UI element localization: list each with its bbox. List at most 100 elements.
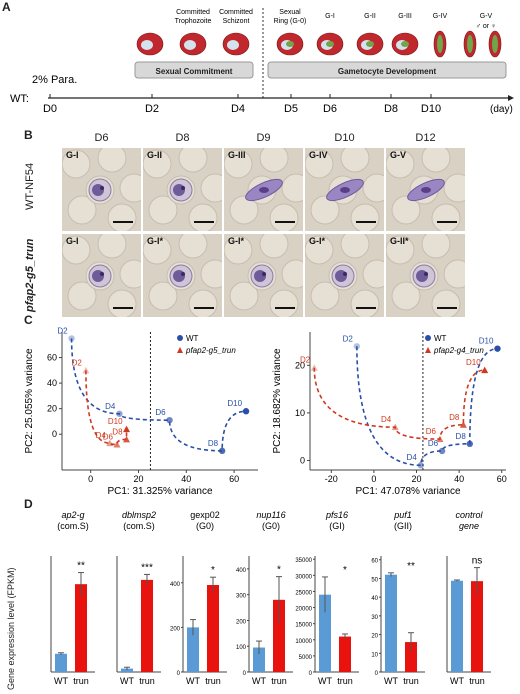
scale-bar — [356, 221, 376, 223]
point-label: D10 — [108, 417, 123, 426]
bar — [55, 653, 67, 672]
y-tick-label: 400 — [170, 582, 181, 588]
data-point — [116, 410, 123, 417]
erythrocyte-icon — [463, 30, 477, 58]
x-category-label: trun — [337, 676, 353, 686]
data-point — [123, 435, 131, 443]
stage-tag: G-I — [66, 150, 79, 160]
panel-a-timeline: Sexual Commitment Gametocyte Development… — [10, 8, 514, 115]
gene-name: gexp02 — [190, 510, 220, 520]
significance-label: * — [343, 565, 347, 576]
scale-bar — [275, 221, 295, 223]
point-label: D10 — [466, 358, 481, 367]
bar — [75, 584, 87, 672]
y-tick-label: 0 — [375, 671, 379, 677]
micrograph-tile: G-I* — [224, 234, 303, 317]
data-point — [481, 366, 489, 374]
x-category-label: trun — [469, 676, 485, 686]
y-tick-label: 20000 — [295, 607, 312, 613]
stage-label: G-III — [398, 13, 412, 20]
bar — [471, 581, 483, 672]
gene-stage: (G0) — [262, 521, 280, 531]
x-axis-label: PC1: 31.325% variance — [107, 486, 213, 497]
bar — [451, 580, 463, 672]
y-tick-label: 30000 — [295, 574, 312, 580]
scale-bar — [437, 221, 457, 223]
data-point — [494, 345, 501, 352]
day-tick-label: D5 — [284, 103, 298, 115]
bar — [121, 668, 133, 672]
gene-name: pfs16 — [325, 510, 348, 520]
x-category-label: trun — [271, 676, 287, 686]
y-tick-label: 20 — [47, 404, 57, 414]
x-category-label: trun — [73, 676, 89, 686]
data-point — [436, 435, 444, 443]
scale-bar — [113, 307, 133, 309]
y-tick-label: 0 — [243, 671, 247, 677]
point-label: D6 — [103, 432, 114, 441]
y-tick-label: 10000 — [295, 639, 312, 645]
day-tick-label: D10 — [421, 103, 441, 115]
x-category-label: WT — [54, 676, 68, 686]
x-tick-label: 0 — [371, 474, 376, 484]
erythrocyte-icon — [222, 32, 250, 56]
x-axis-label: PC1: 47.078% variance — [355, 486, 461, 497]
gene-name: control — [455, 510, 483, 520]
trajectory-curve — [85, 370, 128, 446]
significance-label: * — [211, 565, 215, 576]
point-label: D2 — [57, 326, 68, 335]
point-label: D6 — [426, 427, 437, 436]
y-tick-label: 35000 — [295, 558, 312, 564]
y-tick-label: 25000 — [295, 590, 312, 596]
gene-stage: (GI) — [329, 521, 345, 531]
scale-bar — [437, 307, 457, 309]
x-tick-label: 20 — [412, 474, 422, 484]
micrograph-tile: G-I* — [305, 234, 384, 317]
gene-name: dblmsp2 — [122, 510, 156, 520]
point-label: D10 — [227, 399, 242, 408]
trajectory-curve — [356, 346, 498, 467]
y-tick-label: 10 — [371, 652, 378, 658]
y-tick-label: 20 — [295, 360, 305, 370]
legend-label: pfap2-g5_trun — [185, 346, 236, 355]
micrograph-tile: G-I — [62, 234, 141, 317]
stage-tag: G-II — [147, 150, 162, 160]
stage-label: G-I — [325, 13, 335, 20]
y-tick-label: 60 — [47, 353, 57, 363]
bar — [187, 627, 199, 672]
sexual-commitment-bar — [134, 61, 254, 79]
panel-a-letter: A — [2, 0, 11, 14]
bar — [273, 599, 285, 672]
y-tick-label: 400 — [236, 568, 247, 574]
point-label: D2 — [343, 334, 354, 343]
panel-c-letter: C — [24, 313, 33, 327]
legend-marker — [177, 335, 183, 341]
gene-stage: (GII) — [394, 521, 412, 531]
day-tick-label: D2 — [145, 103, 159, 115]
scale-bar — [356, 307, 376, 309]
micrograph-tile: G-III — [224, 148, 303, 231]
day-tick-label: D0 — [43, 103, 57, 115]
y-tick-label: 200 — [236, 619, 247, 625]
pca-plot-left: 0 20 40 60 0 20 40 60 PC1: 31.325% variance PC2: … — [24, 326, 258, 497]
stage-tag: G-V — [390, 150, 407, 160]
micrograph-tile: G-I — [62, 148, 141, 231]
x-category-label: WT — [120, 676, 134, 686]
gene-name: nup116 — [256, 510, 285, 520]
erythrocyte-icon — [356, 32, 384, 56]
para-label: 2% Para. — [32, 74, 77, 86]
micrograph-tile: G-I* — [143, 234, 222, 317]
y-tick-label: 200 — [170, 626, 181, 632]
data-point — [68, 335, 75, 342]
wt-label: WT: — [10, 93, 29, 105]
data-point — [466, 440, 473, 448]
y-axis-label: PC2: 25.055% variance — [24, 348, 35, 454]
x-tick-label: 40 — [181, 474, 191, 484]
data-point — [106, 439, 114, 447]
bar — [405, 642, 417, 672]
legend-marker — [425, 335, 431, 341]
panel-b-letter: B — [24, 128, 33, 142]
x-category-label: trun — [403, 676, 419, 686]
legend-label: WT — [434, 334, 447, 343]
data-point — [113, 440, 121, 448]
